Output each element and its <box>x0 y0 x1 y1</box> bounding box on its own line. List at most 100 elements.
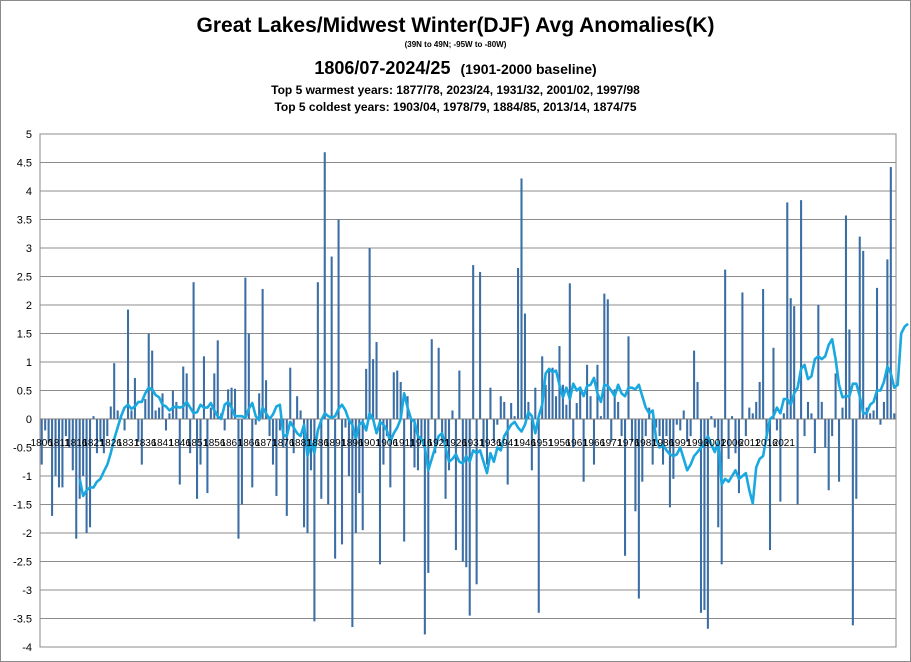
x-tick-label: 1831 <box>117 438 140 449</box>
x-tick-label: 1936 <box>479 438 502 449</box>
bar <box>251 419 254 488</box>
bar <box>886 259 889 419</box>
bar <box>123 419 126 431</box>
bar <box>361 419 364 531</box>
bar <box>175 401 178 419</box>
y-tick-label: -2 <box>22 528 32 540</box>
bar <box>192 282 195 419</box>
bar <box>765 419 768 439</box>
x-tick-label: 1826 <box>100 438 123 449</box>
x-axis-ticks: 1806181118161821182618311836184118461851… <box>31 438 796 449</box>
bar <box>323 152 326 420</box>
bar <box>102 419 105 454</box>
bar <box>299 410 302 419</box>
bar <box>92 416 95 419</box>
bar <box>665 419 668 437</box>
bar <box>202 356 205 419</box>
y-tick-label: 1 <box>26 357 32 369</box>
x-tick-label: 1806 <box>31 438 54 449</box>
bar <box>689 419 692 437</box>
bar <box>337 219 340 419</box>
bar <box>344 419 347 428</box>
bar <box>644 419 647 437</box>
x-tick-label: 1901 <box>359 438 382 449</box>
bar <box>731 416 734 419</box>
bar <box>285 419 288 516</box>
bar <box>216 340 219 419</box>
bar <box>768 419 772 551</box>
bar <box>451 410 454 419</box>
x-tick-label: 1821 <box>82 438 105 449</box>
bar <box>862 250 865 419</box>
bar <box>392 372 395 419</box>
bar <box>793 306 796 419</box>
bar <box>51 419 54 516</box>
bar <box>441 419 444 442</box>
bar <box>858 236 861 419</box>
bar <box>561 384 564 419</box>
bar <box>889 167 892 419</box>
bar <box>296 396 299 419</box>
x-tick-label: 1851 <box>186 438 209 449</box>
bar <box>851 419 854 626</box>
y-tick-label: -2.5 <box>13 557 32 569</box>
bar <box>624 419 627 556</box>
period-text: 1806/07-2024/25 <box>314 58 451 78</box>
bar <box>385 419 388 437</box>
bar <box>534 387 537 419</box>
running-mean-series <box>78 322 909 505</box>
bar <box>682 410 685 419</box>
x-tick-label: 2001 <box>704 438 727 449</box>
bar <box>61 419 64 488</box>
x-tick-label: 1986 <box>652 438 675 449</box>
bar <box>171 390 174 419</box>
bar <box>258 393 261 419</box>
bar <box>734 419 737 454</box>
bar <box>537 419 540 613</box>
x-tick-label: 2021 <box>773 438 796 449</box>
bar <box>109 406 112 419</box>
running-mean-line <box>78 322 909 505</box>
bar <box>613 389 616 419</box>
bar <box>824 419 827 448</box>
bar <box>786 202 789 419</box>
bar <box>775 419 778 431</box>
bar <box>468 419 471 616</box>
chart-period: 1806/07-2024/25 (1901-2000 baseline) <box>0 58 911 79</box>
bar <box>492 419 495 442</box>
bar <box>838 419 841 482</box>
bar <box>696 381 699 419</box>
x-tick-label: 1876 <box>272 438 295 449</box>
bar <box>430 339 433 419</box>
bar <box>472 265 475 419</box>
bar <box>320 419 323 499</box>
bar <box>651 419 654 465</box>
bar <box>347 419 350 476</box>
x-tick-label: 1891 <box>324 438 347 449</box>
bar <box>116 410 119 419</box>
bar <box>147 333 150 419</box>
bar-series <box>40 152 896 635</box>
x-tick-label: 1966 <box>583 438 606 449</box>
bar <box>572 419 575 448</box>
bar <box>496 419 499 425</box>
y-tick-label: 4 <box>26 186 32 198</box>
bar <box>813 419 816 454</box>
bar <box>548 370 551 419</box>
bar <box>206 419 209 494</box>
bar <box>365 368 368 419</box>
bar <box>720 419 723 565</box>
bar <box>482 419 485 448</box>
bar <box>354 419 357 533</box>
bar <box>717 419 720 528</box>
bar <box>806 401 810 419</box>
bar <box>800 200 803 419</box>
bar <box>85 419 88 533</box>
chart-title: Great Lakes/Midwest Winter(DJF) Avg Anom… <box>196 14 715 37</box>
bar <box>827 419 830 491</box>
bar <box>554 396 558 419</box>
bar <box>89 419 92 528</box>
bar <box>340 419 344 545</box>
bar <box>289 367 292 419</box>
bar <box>358 419 361 494</box>
